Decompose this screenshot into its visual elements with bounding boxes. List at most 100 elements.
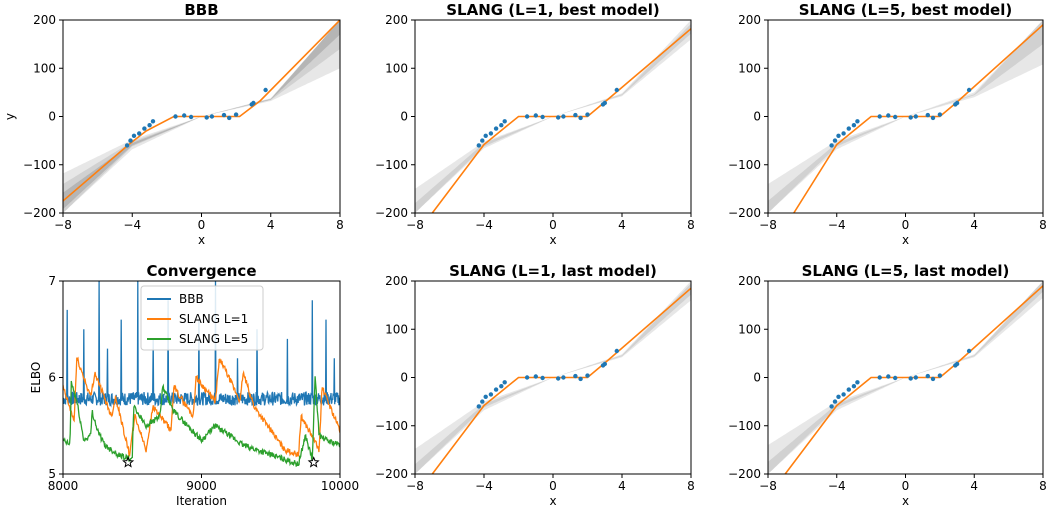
data-point (533, 113, 538, 118)
data-point (937, 112, 943, 117)
y-tick-label: −200 (728, 206, 761, 220)
data-point (499, 384, 504, 389)
x-axis-label: x (549, 494, 556, 508)
y-tick-label: 100 (738, 61, 761, 75)
data-point (476, 143, 481, 148)
uncertainty-band (415, 283, 691, 474)
plot-area (415, 20, 691, 213)
x-tick-label: 9000 (186, 479, 217, 493)
data-point (954, 361, 960, 367)
data-point (851, 384, 857, 389)
legend-label: SLANG L=5 (179, 332, 248, 346)
plot-area (63, 20, 340, 213)
y-tick-label: −100 (375, 158, 408, 172)
data-point (841, 392, 846, 397)
data-point (893, 375, 898, 381)
data-point (251, 100, 256, 106)
y-tick-label: 5 (48, 467, 56, 481)
x-tick-label: −8 (406, 479, 424, 493)
x-tick-label: 8 (1039, 218, 1047, 232)
x-tick-label: 0 (902, 479, 910, 493)
x-tick-label: 4 (267, 218, 275, 232)
data-point (488, 392, 494, 397)
mean-line (431, 287, 691, 474)
data-point (930, 376, 936, 382)
data-point (855, 380, 860, 385)
panel-2: −8 −4 0 4 8 −200 −100 0 100 200 SLANG (L=1, best m… (375, 1, 695, 247)
panel-3: −8 −4 0 4 8 −200 −100 0 100 200 SLANG (L=5, best m… (728, 1, 1047, 247)
y-tick-label: 0 (48, 110, 56, 124)
data-point (128, 138, 133, 143)
data-point (886, 113, 891, 118)
data-point (836, 133, 841, 138)
data-point (493, 126, 499, 131)
data-point (846, 126, 851, 131)
uncertainty-band (415, 23, 691, 213)
data-point (937, 373, 943, 378)
data-point (573, 373, 578, 379)
plot-area (63, 281, 340, 468)
plot-area (415, 281, 691, 474)
data-point (502, 119, 507, 124)
data-point (150, 119, 156, 124)
data-point (173, 114, 178, 119)
data-point (930, 115, 936, 121)
chart-title: BBB (184, 1, 218, 19)
data-point (483, 394, 488, 399)
x-tick-label: 10000 (321, 479, 359, 493)
y-tick-label: 200 (33, 13, 56, 27)
data-point (893, 114, 898, 120)
data-point (602, 100, 607, 106)
y-tick-label: 100 (385, 61, 408, 75)
y-tick-label: −200 (375, 206, 408, 220)
y-tick-label: 7 (48, 274, 56, 288)
x-tick-label: 8000 (48, 479, 79, 493)
x-tick-label: 0 (198, 218, 206, 232)
data-point (832, 399, 838, 404)
series-line (63, 376, 340, 468)
data-point (480, 138, 485, 143)
y-tick-label: 200 (738, 13, 761, 27)
mean-line (784, 285, 1043, 474)
x-tick-label: −8 (406, 218, 424, 232)
data-point (585, 373, 590, 378)
data-point (131, 133, 137, 138)
data-point (533, 374, 538, 379)
x-tick-label: 4 (970, 479, 978, 493)
star-marker (307, 456, 320, 468)
y-tick-label: 0 (400, 371, 408, 385)
data-point (836, 394, 841, 399)
y-tick-label: 0 (753, 371, 761, 385)
plot-area (768, 20, 1043, 213)
x-tick-label: −4 (475, 479, 493, 493)
data-point (913, 114, 918, 119)
y-tick-label: −200 (23, 206, 56, 220)
data-point (966, 87, 972, 93)
series-line (63, 356, 340, 458)
data-point (488, 131, 494, 136)
data-point (540, 114, 545, 120)
data-point (908, 376, 913, 381)
data-point (561, 114, 566, 119)
data-point (147, 123, 152, 128)
mean-line (793, 24, 1043, 213)
data-point (124, 143, 130, 148)
data-point (829, 404, 834, 409)
panel-5: −8 −4 0 4 8 −200 −100 0 100 200 SLANG (L=1, last m… (375, 262, 695, 508)
y-tick-label: 100 (385, 322, 408, 336)
data-point (877, 114, 882, 119)
legend: BBB SLANG L=1 SLANG L=5 (140, 285, 264, 351)
uncertainty-band (63, 20, 340, 210)
data-point (556, 115, 561, 120)
y-tick-label: 0 (400, 110, 408, 124)
data-point (561, 375, 566, 380)
legend-label: BBB (179, 292, 204, 306)
x-axis-label: Iteration (176, 494, 227, 508)
data-point (578, 115, 583, 121)
data-point (502, 380, 507, 385)
data-point (832, 138, 838, 143)
y-tick-label: 200 (385, 274, 408, 288)
data-point (227, 115, 232, 121)
x-tick-label: 8 (687, 479, 695, 493)
x-axis-label: x (198, 233, 205, 247)
